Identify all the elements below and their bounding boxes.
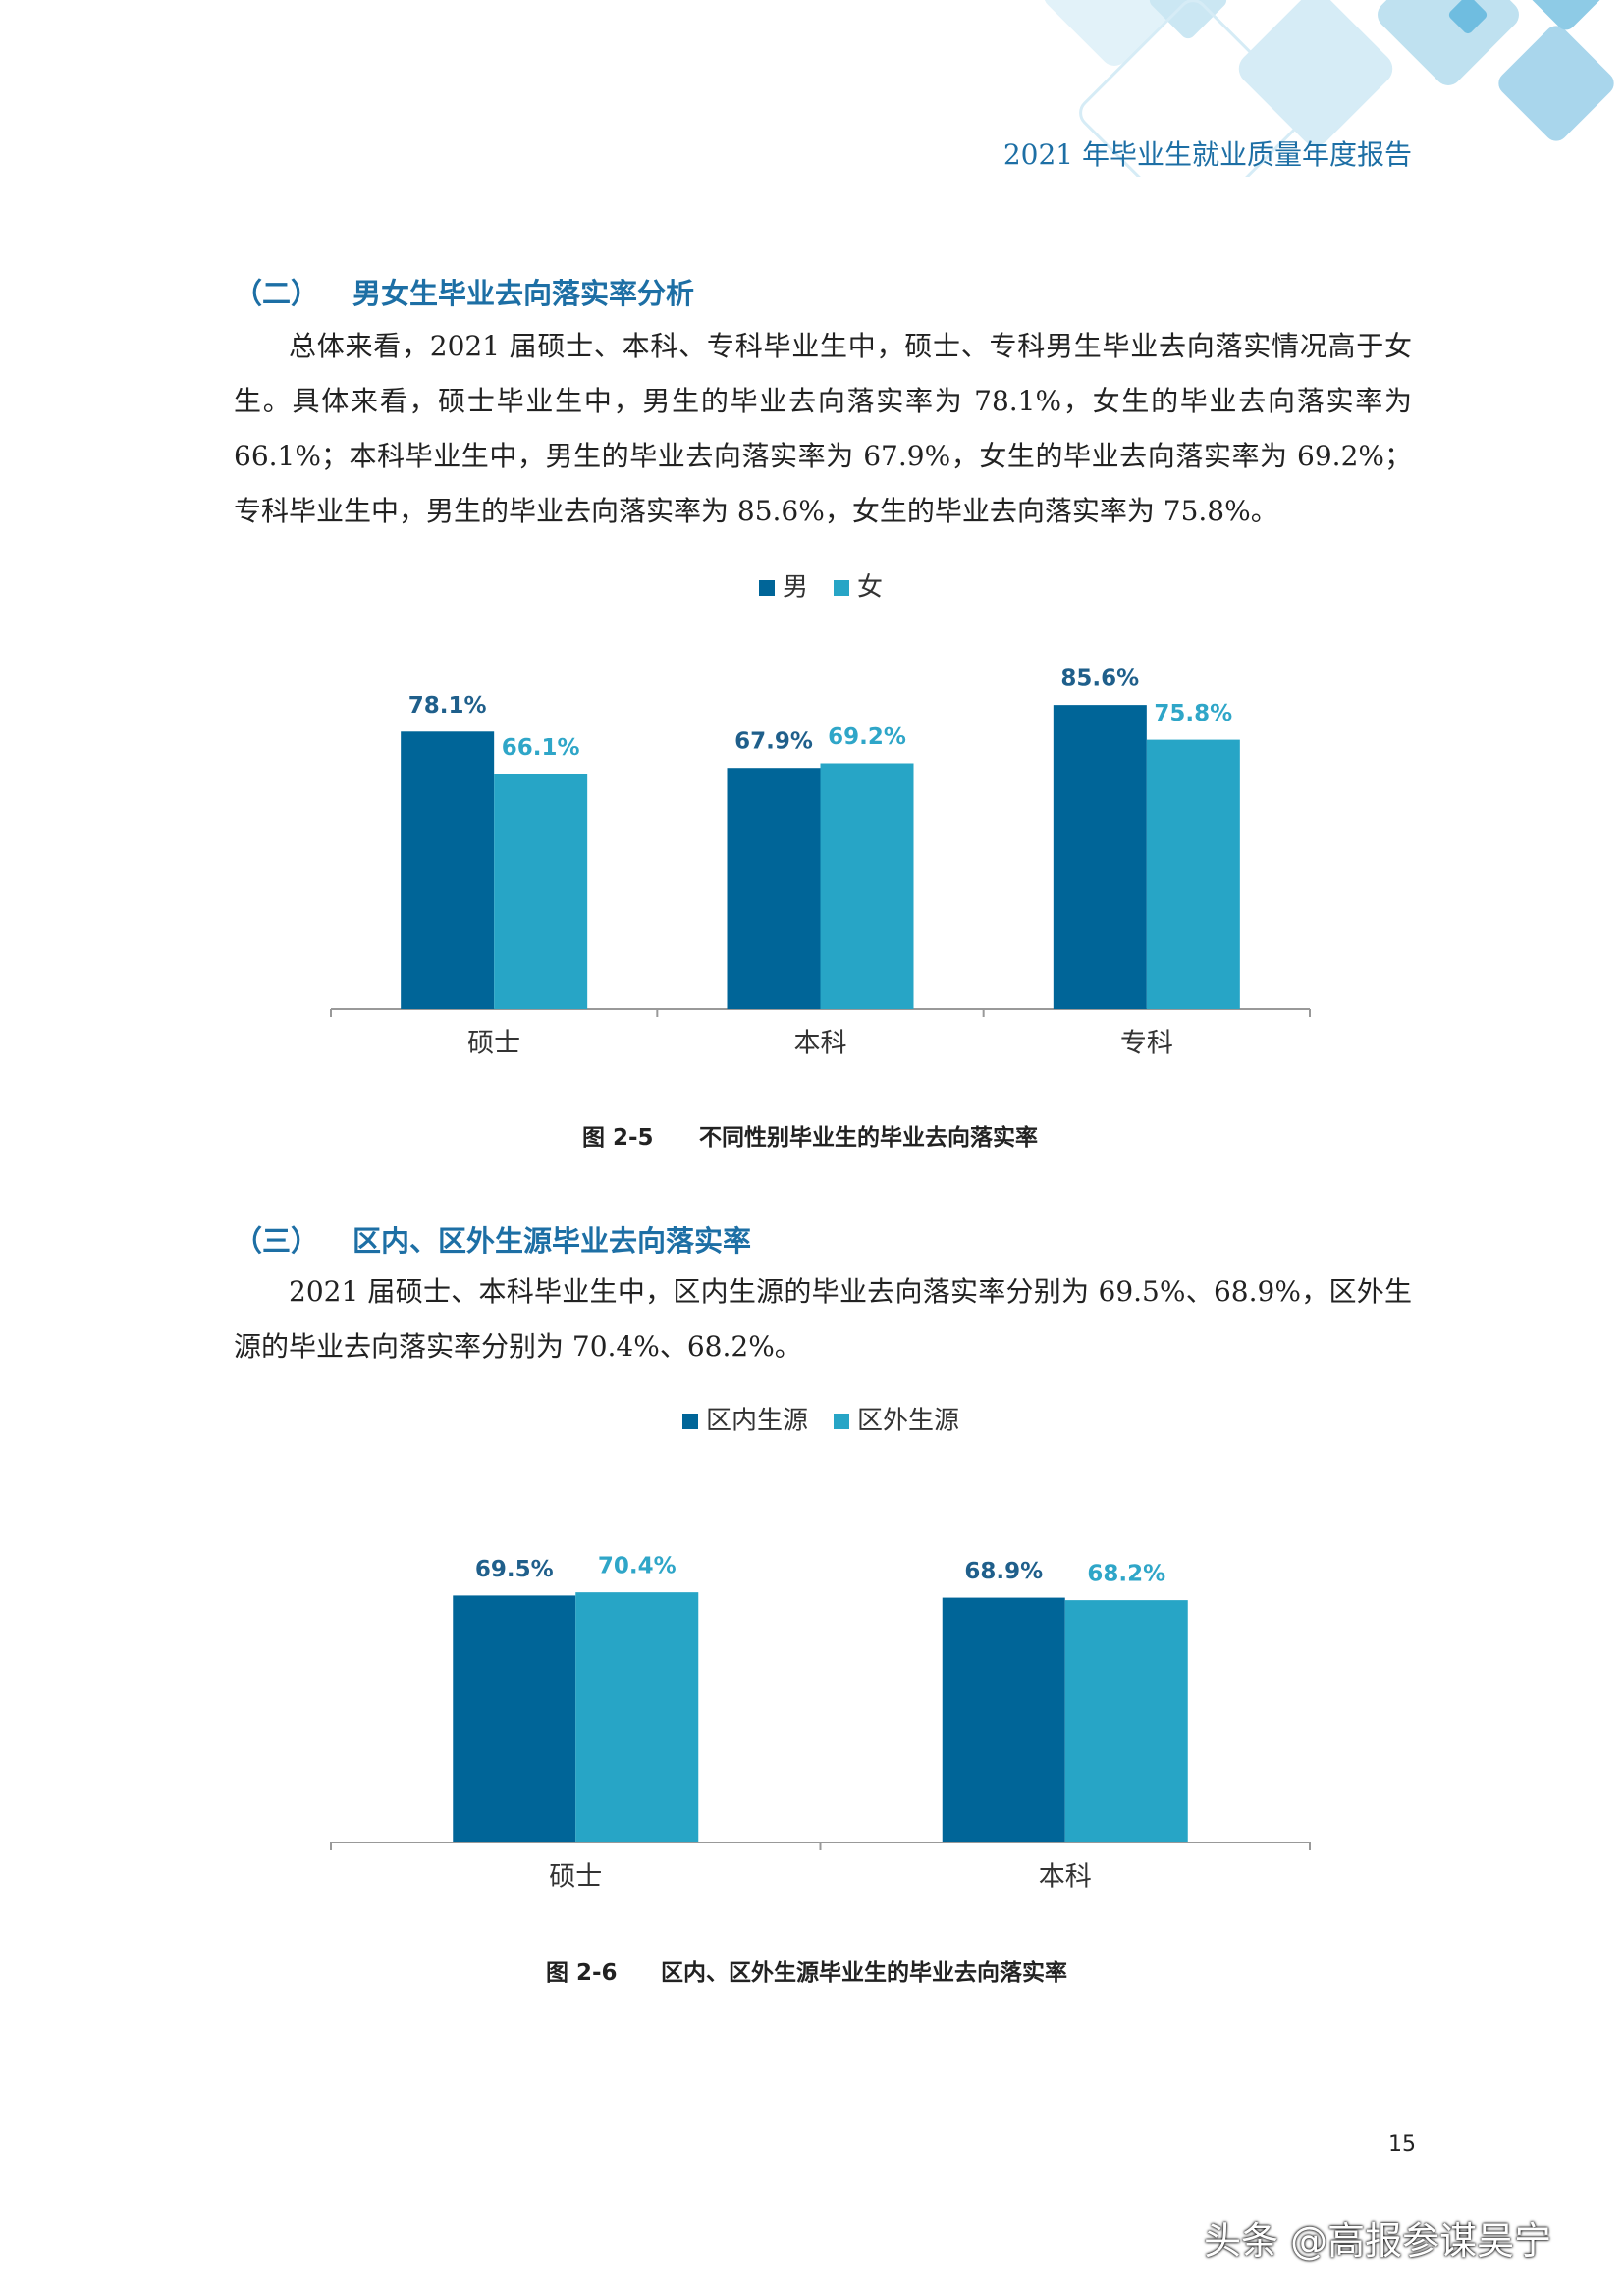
data-label: 70.4% xyxy=(598,1554,677,1579)
figure-number: 图 2-6 xyxy=(546,1960,618,1986)
legend-swatch xyxy=(834,1414,849,1429)
bar xyxy=(942,1597,1065,1842)
legend-swatch xyxy=(682,1414,698,1429)
data-label: 68.2% xyxy=(1087,1562,1165,1587)
bar xyxy=(575,1592,699,1842)
bar xyxy=(820,763,914,1009)
x-tick-label: 硕士 xyxy=(467,1029,520,1059)
legend-swatch xyxy=(834,580,849,596)
heading-title: 男女生毕业去向落实率分析 xyxy=(352,277,695,310)
legend-swatch xyxy=(759,580,775,596)
figure-title: 区内、区外生源毕业生的毕业去向落实率 xyxy=(661,1960,1067,1986)
data-label: 85.6% xyxy=(1060,667,1139,692)
page-number: 15 xyxy=(1388,2132,1416,2157)
data-label: 75.8% xyxy=(1154,701,1232,726)
bar xyxy=(1146,739,1240,1009)
bar xyxy=(401,731,495,1009)
data-label: 67.9% xyxy=(734,729,813,755)
x-tick-label: 本科 xyxy=(794,1029,847,1059)
figure-number: 图 2-5 xyxy=(582,1125,654,1150)
diamond-outline xyxy=(1079,0,1307,177)
heading-title: 区内、区外生源毕业去向落实率 xyxy=(352,1224,752,1257)
data-label: 69.2% xyxy=(828,724,906,750)
bar xyxy=(1064,1600,1188,1842)
data-label: 69.5% xyxy=(475,1557,554,1582)
paragraph: 2021 届硕士、本科毕业生中，区内生源的毕业去向落实率分别为 69.5%、68… xyxy=(234,1275,1412,1362)
heading: （二） 男女生毕业去向落实率分析 xyxy=(234,271,694,312)
bar xyxy=(727,768,821,1009)
legend-label: 区外生源 xyxy=(857,1407,959,1436)
data-label: 68.9% xyxy=(964,1559,1043,1584)
x-tick-label: 专科 xyxy=(1120,1029,1173,1059)
heading-number: （三） xyxy=(234,1224,320,1257)
diamonds xyxy=(1044,0,1614,146)
bar xyxy=(453,1595,576,1842)
decoration xyxy=(1044,0,1614,177)
data-label: 78.1% xyxy=(408,693,487,719)
heading-number: （二） xyxy=(234,277,320,310)
watermark: 头条 @高报参谋吴宁 xyxy=(1204,2219,1552,2263)
legend-label: 区内生源 xyxy=(706,1407,808,1436)
paragraph: 总体来看，2021 届硕士、本科、专科毕业生中，硕士、专科男生毕业去向落实情况高… xyxy=(234,330,1412,527)
bar xyxy=(494,774,588,1009)
header: 2021 年毕业生就业质量年度报告 xyxy=(1002,138,1412,171)
x-tick-label: 硕士 xyxy=(549,1862,602,1893)
data-label: 66.1% xyxy=(502,735,580,761)
bar xyxy=(1053,705,1147,1009)
heading: （三） 区内、区外生源毕业去向落实率 xyxy=(234,1218,751,1259)
x-tick-label: 本科 xyxy=(1039,1862,1092,1893)
legend-label: 男 xyxy=(783,573,808,603)
legend-label: 女 xyxy=(857,573,883,603)
figure-title: 不同性别毕业生的毕业去向落实率 xyxy=(699,1125,1038,1150)
